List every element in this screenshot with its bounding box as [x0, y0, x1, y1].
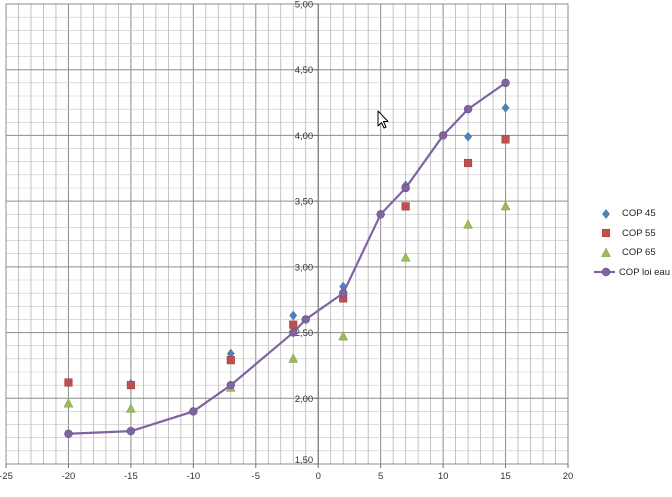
legend-item: COP loi eau	[594, 263, 670, 283]
data-point	[463, 104, 473, 114]
y-tick-label: 5,00	[295, 0, 314, 11]
y-tick-label: 3,00	[295, 262, 314, 273]
y-tick-label: 2,00	[295, 394, 314, 405]
y-tick-label: 4,00	[295, 131, 314, 142]
data-point	[376, 210, 385, 219]
legend-label: COP 45	[622, 208, 656, 220]
data-point	[64, 429, 73, 438]
x-tick-label: 0	[316, 471, 321, 482]
series-line	[68, 81, 507, 435]
x-tick-label: 5	[378, 471, 383, 482]
x-tick-label: 10	[438, 471, 449, 482]
series-layer	[63, 78, 511, 438]
data-point	[189, 407, 198, 416]
legend-marker	[601, 229, 611, 238]
x-tick-label: -5	[252, 471, 260, 482]
legend-item: COP 45	[594, 204, 670, 224]
data-point	[226, 380, 236, 390]
mouse-cursor-icon	[377, 110, 389, 129]
y-tick-label: 1,50	[295, 455, 314, 466]
legend-symbol	[602, 208, 610, 219]
x-tick-label: 15	[500, 471, 511, 482]
legend-symbol	[601, 268, 611, 277]
data-point	[301, 315, 310, 324]
legend-symbol	[601, 229, 611, 238]
data-point	[289, 310, 298, 321]
data-point	[126, 381, 135, 390]
data-point	[226, 356, 235, 365]
legend-item: COP 65	[594, 243, 670, 263]
x-tick-label: -25	[0, 471, 13, 482]
data-point	[464, 158, 473, 168]
data-point	[289, 320, 298, 329]
data-point	[463, 219, 474, 229]
data-point	[501, 102, 510, 113]
plot-border	[5, 3, 569, 465]
data-point	[464, 131, 473, 142]
data-point	[125, 403, 136, 413]
y-tick-label: 3,50	[295, 197, 314, 208]
x-tick-label: -15	[124, 471, 138, 482]
data-point	[400, 252, 411, 262]
legend-label: COP 65	[622, 247, 656, 259]
series-cop-65	[63, 200, 511, 413]
legend-symbol	[601, 247, 611, 257]
grid	[5, 3, 569, 465]
data-point	[339, 288, 348, 298]
legend-marker	[602, 208, 610, 219]
data-point	[289, 328, 298, 337]
data-point	[500, 200, 511, 211]
legend-item: COP 55	[594, 224, 670, 244]
legend-marker	[594, 268, 615, 277]
data-point	[288, 353, 299, 363]
axes: 1,50 2,00 2,50 3,00 3,50 4,00 4,50 5,00 -25 -20 -1…	[0, 0, 573, 482]
x-tick-label: -20	[62, 471, 76, 482]
x-tick-label: -10	[186, 471, 200, 482]
legend-label: COP 55	[622, 227, 656, 239]
legend-marker	[601, 247, 611, 257]
x-tick-label: 20	[563, 471, 574, 482]
data-point	[501, 78, 510, 88]
data-point	[126, 426, 136, 436]
y-tick-label: 2,50	[295, 328, 314, 339]
data-point	[64, 378, 73, 387]
data-point	[338, 330, 349, 341]
data-point	[501, 135, 510, 144]
y-tick-label: 4,50	[295, 65, 314, 76]
data-point	[438, 131, 448, 140]
series-cop-loi-eau	[64, 78, 510, 438]
data-point	[401, 183, 410, 193]
data-point	[401, 202, 410, 211]
legend-label: COP loi eau	[618, 266, 670, 278]
chart-legend: COP 45 COP 55 COP 65 COP loi eau	[594, 204, 670, 282]
data-point	[63, 398, 74, 408]
